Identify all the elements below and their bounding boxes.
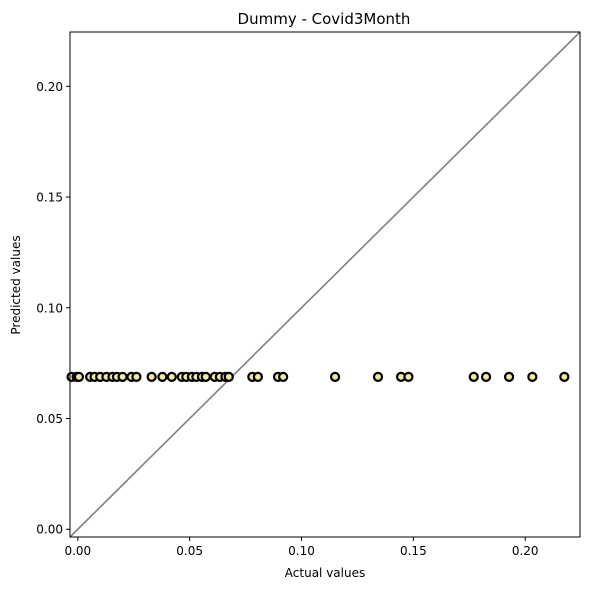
y-tick-label: 0.00 (36, 523, 63, 537)
chart-title: Dummy - Covid3Month (238, 10, 411, 28)
data-point (73, 371, 85, 382)
data-point (117, 371, 128, 382)
data-point (131, 371, 142, 382)
data-points (66, 371, 570, 382)
data-point (559, 371, 570, 382)
x-axis-ticks: 0.00 0.05 0.10 0.15 0.20 (64, 537, 539, 558)
data-point (252, 371, 263, 382)
data-point (278, 371, 289, 382)
y-tick-label: 0.05 (36, 412, 63, 426)
data-point (527, 371, 538, 382)
data-point (372, 371, 384, 382)
x-tick-label: 0.15 (400, 544, 427, 558)
y-tick-label: 0.10 (36, 301, 63, 315)
plot-frame (69, 31, 581, 538)
y-axis-ticks: 0.00 0.05 0.10 0.15 0.20 (36, 80, 70, 537)
y-axis-label: Predicted values (9, 235, 23, 334)
x-tick-label: 0.00 (64, 544, 91, 558)
data-point (146, 371, 157, 382)
x-tick-label: 0.05 (176, 544, 203, 558)
data-point (403, 371, 414, 382)
data-point (480, 371, 492, 382)
data-point (503, 371, 515, 382)
identity-reference-line (69, 31, 581, 538)
y-tick-label: 0.20 (36, 80, 63, 94)
data-point (200, 371, 211, 382)
data-point (223, 371, 234, 382)
data-point (157, 371, 168, 382)
x-tick-label: 0.20 (512, 544, 539, 558)
x-axis-label: Actual values (285, 566, 365, 580)
y-tick-label: 0.15 (36, 191, 63, 205)
x-tick-label: 0.10 (288, 544, 315, 558)
data-point (329, 371, 341, 382)
data-point (166, 371, 177, 382)
data-point (468, 371, 479, 382)
